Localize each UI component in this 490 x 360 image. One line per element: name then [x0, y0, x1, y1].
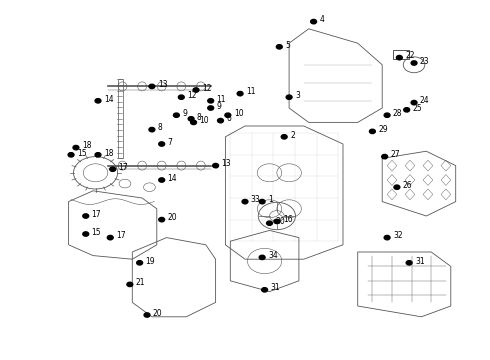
Circle shape	[191, 120, 196, 125]
Text: 31: 31	[270, 284, 280, 292]
Text: 8: 8	[158, 123, 163, 132]
Text: 9: 9	[182, 109, 187, 118]
Circle shape	[404, 108, 410, 112]
Text: 16: 16	[283, 215, 293, 224]
Circle shape	[281, 135, 287, 139]
Circle shape	[369, 129, 375, 134]
Text: 13: 13	[158, 80, 168, 89]
Circle shape	[68, 153, 74, 157]
Text: 2: 2	[290, 131, 295, 140]
Text: 14: 14	[104, 95, 114, 104]
Text: 18: 18	[104, 149, 113, 158]
Circle shape	[95, 153, 101, 157]
Text: 3: 3	[295, 91, 300, 100]
Circle shape	[237, 91, 243, 96]
Circle shape	[259, 255, 265, 260]
Text: 19: 19	[146, 256, 155, 266]
Circle shape	[73, 145, 79, 150]
Text: 10: 10	[234, 109, 244, 118]
Circle shape	[95, 99, 101, 103]
Circle shape	[208, 106, 214, 110]
Text: 20: 20	[168, 213, 177, 222]
Text: 12: 12	[202, 84, 211, 93]
Circle shape	[286, 95, 292, 99]
Circle shape	[173, 113, 179, 117]
Circle shape	[406, 261, 412, 265]
Text: 17: 17	[92, 210, 101, 219]
Text: 5: 5	[285, 41, 290, 50]
Circle shape	[218, 118, 223, 123]
Text: 13: 13	[221, 159, 231, 168]
Circle shape	[127, 282, 133, 287]
Circle shape	[311, 19, 317, 24]
Circle shape	[83, 232, 89, 236]
Circle shape	[394, 185, 400, 189]
Circle shape	[384, 235, 390, 240]
Text: 20: 20	[153, 309, 163, 318]
Text: 11: 11	[246, 87, 255, 96]
Text: 15: 15	[77, 149, 87, 158]
Text: 17: 17	[116, 231, 126, 240]
Circle shape	[208, 99, 214, 103]
Circle shape	[149, 127, 155, 132]
Circle shape	[137, 261, 143, 265]
Text: 22: 22	[405, 51, 415, 60]
Text: 11: 11	[217, 95, 226, 104]
Circle shape	[259, 199, 265, 204]
Text: 15: 15	[92, 228, 101, 237]
Circle shape	[213, 163, 219, 168]
Text: 21: 21	[136, 278, 145, 287]
Text: 6: 6	[226, 114, 231, 123]
Text: 8: 8	[197, 112, 202, 122]
Circle shape	[159, 217, 165, 222]
Text: 24: 24	[420, 96, 430, 105]
Text: 32: 32	[393, 231, 403, 240]
Circle shape	[384, 113, 390, 117]
Text: 25: 25	[413, 104, 422, 113]
Text: 33: 33	[251, 195, 261, 204]
Circle shape	[149, 84, 155, 89]
Text: 34: 34	[268, 251, 278, 260]
Text: 29: 29	[378, 125, 388, 134]
Text: 17: 17	[119, 163, 128, 172]
Text: 23: 23	[420, 57, 430, 66]
Circle shape	[159, 178, 165, 182]
Text: 28: 28	[393, 109, 402, 118]
Circle shape	[262, 288, 268, 292]
Circle shape	[107, 235, 113, 240]
Circle shape	[382, 154, 388, 159]
Circle shape	[411, 61, 417, 65]
Circle shape	[274, 219, 280, 224]
Text: 14: 14	[168, 174, 177, 183]
Circle shape	[144, 313, 150, 317]
Text: 18: 18	[82, 141, 91, 150]
Circle shape	[193, 88, 199, 92]
Text: 12: 12	[187, 91, 196, 100]
Text: 30: 30	[275, 217, 285, 226]
Circle shape	[110, 167, 116, 171]
Circle shape	[178, 95, 184, 99]
Text: 26: 26	[403, 181, 413, 190]
Circle shape	[225, 113, 231, 117]
Circle shape	[83, 214, 89, 218]
Text: 10: 10	[199, 116, 209, 125]
Circle shape	[242, 199, 248, 204]
Text: 4: 4	[319, 15, 324, 24]
Circle shape	[159, 142, 165, 146]
Circle shape	[411, 100, 417, 105]
Circle shape	[396, 55, 402, 60]
Circle shape	[188, 117, 194, 121]
Text: 27: 27	[391, 150, 400, 159]
Circle shape	[267, 221, 272, 225]
Circle shape	[276, 45, 282, 49]
Text: 1: 1	[268, 195, 273, 204]
Text: 7: 7	[168, 138, 172, 147]
Text: 9: 9	[217, 102, 221, 111]
Text: 31: 31	[415, 256, 425, 266]
